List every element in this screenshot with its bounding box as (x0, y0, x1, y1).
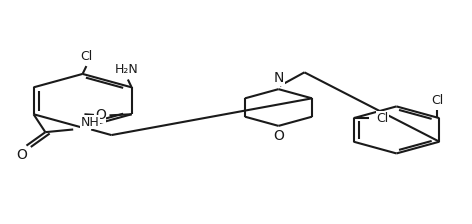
Text: Cl: Cl (80, 50, 93, 63)
Text: N: N (274, 71, 284, 85)
Text: Cl: Cl (376, 112, 388, 125)
Text: O: O (273, 129, 284, 144)
Text: Cl: Cl (431, 94, 443, 108)
Text: O: O (95, 108, 106, 122)
Text: O: O (17, 148, 27, 162)
Text: H₂N: H₂N (115, 63, 139, 76)
Text: NH: NH (81, 116, 100, 129)
